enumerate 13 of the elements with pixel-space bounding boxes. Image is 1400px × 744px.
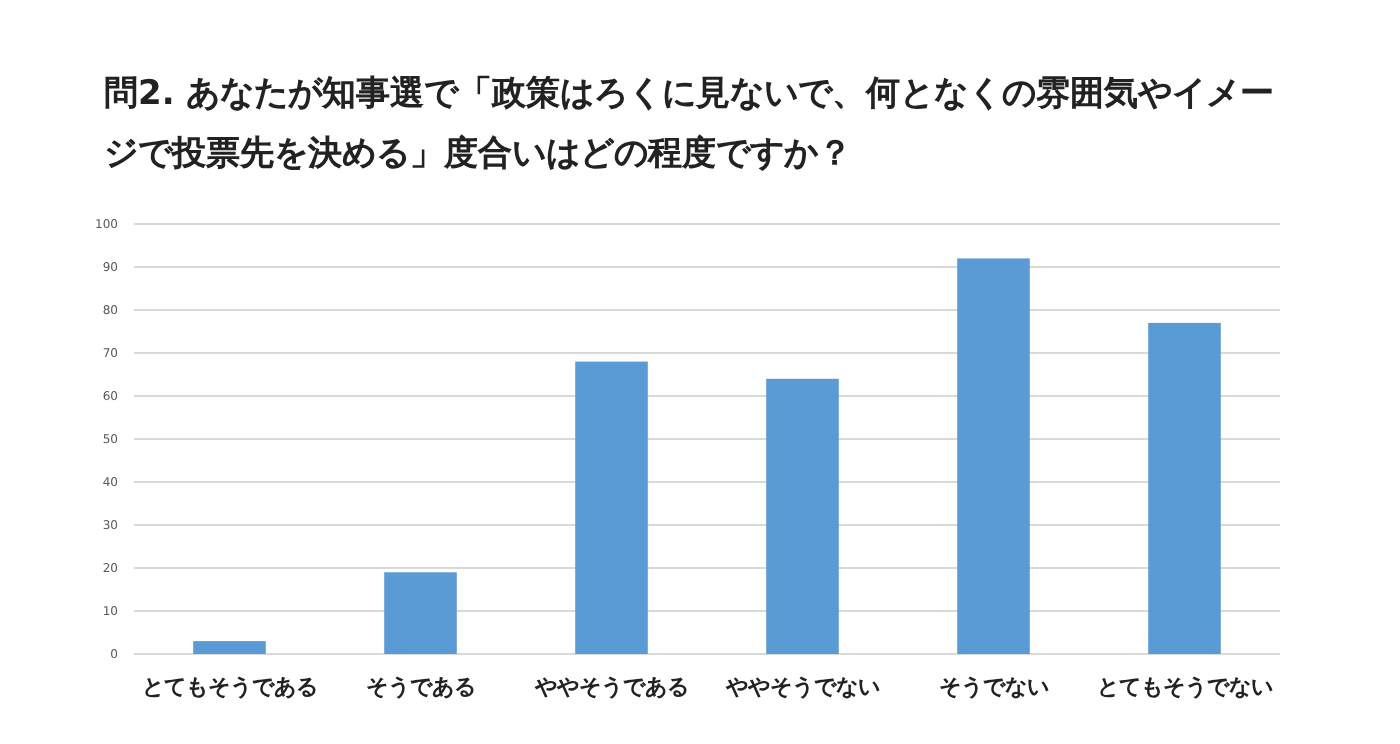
bar [575, 361, 648, 654]
x-tick-label: そうである [365, 674, 476, 700]
x-tick-label: ややそうである [532, 674, 689, 700]
x-tick-label: とてもそうである [141, 674, 318, 700]
bar [766, 378, 839, 654]
x-tick-label: ややそうでない [723, 674, 880, 700]
bar [957, 258, 1030, 654]
bar [384, 572, 457, 654]
x-tick-label: そうでない [938, 674, 1049, 700]
bar [1148, 322, 1221, 654]
x-tick-label: とてもそうでない [1096, 674, 1273, 700]
bar [193, 641, 266, 654]
chart-title: 問2. あなたが知事選で「政策はろくに見ないで、何となくの雰囲気やイメージで投票先を決める」度合いはどの程度ですか？ [104, 74, 1275, 174]
